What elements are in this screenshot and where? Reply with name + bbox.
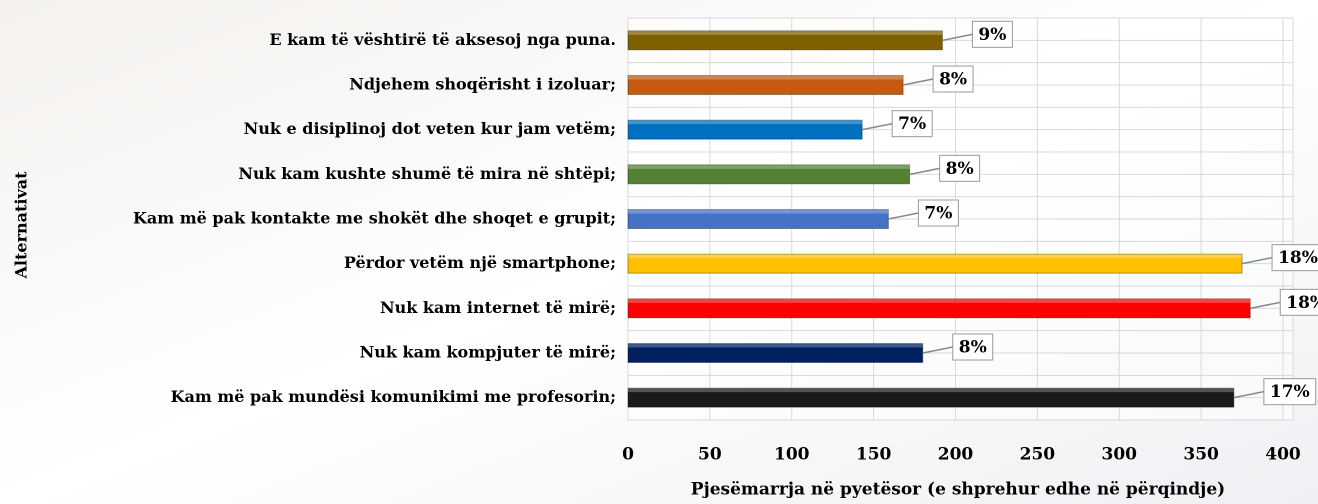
x-tick-label: 0 (622, 445, 634, 465)
bar-highlight (628, 75, 904, 80)
y-tick-label: Nuk kam internet të mirë; (380, 298, 616, 317)
value-label-box (1279, 288, 1318, 316)
x-tick-label: 50 (698, 445, 722, 465)
bar (627, 253, 1243, 274)
value-label-box (1271, 244, 1318, 272)
bar-highlight (628, 388, 1234, 393)
value-label: 8% (946, 159, 974, 179)
x-tick-label: 250 (1020, 445, 1056, 465)
leader-line (1233, 390, 1265, 399)
leader-line (922, 346, 953, 354)
leader-line (909, 167, 940, 176)
bar-highlight (628, 343, 923, 348)
y-tick-label: Nuk e disiplinoj dot veten kur jam vetëm… (244, 119, 616, 138)
y-tick-label: Nuk kam kompjuter të mirë; (360, 343, 616, 362)
bar-highlight (628, 164, 910, 169)
y-tick-label: Kam më pak kontakte me shokët dhe shoqet… (133, 209, 616, 228)
bar-highlight (628, 120, 863, 125)
bar-highlight (628, 298, 1251, 303)
value-label-box (932, 65, 974, 93)
value-label: 7% (924, 204, 952, 224)
y-tick-label: Nuk kam kushte shumë të mira në shtëpi; (238, 164, 616, 183)
leader-line (1241, 256, 1273, 265)
x-tick-label: 150 (856, 445, 892, 465)
leader-line (862, 122, 893, 131)
x-tick-label: 300 (1102, 445, 1138, 465)
value-label-box (971, 20, 1013, 48)
value-label-box (917, 199, 959, 227)
y-axis-title: Alternativat (12, 171, 31, 280)
bar (627, 30, 943, 51)
x-tick-label: 350 (1183, 445, 1219, 465)
x-tick-label: 100 (774, 445, 810, 465)
y-tick-label: Kam më pak mundësi komunikimi me profeso… (171, 387, 616, 406)
value-label: 8% (939, 70, 967, 90)
leader-line (888, 212, 919, 220)
y-tick-label: Ndjehem shoqërisht i izoluar; (349, 75, 616, 94)
x-tick-label: 400 (1265, 445, 1301, 465)
value-label: 18% (1278, 248, 1318, 268)
leader-line (902, 78, 934, 86)
value-label: 7% (898, 114, 926, 134)
value-label-box (1263, 378, 1317, 406)
leader-line (1250, 301, 1281, 310)
leader-line (942, 33, 973, 42)
x-axis-title: Pjesëmarrja në pyetësor (e shprehur edhe… (691, 480, 1225, 500)
value-label-box (891, 110, 933, 138)
value-label: 18% (1286, 293, 1318, 313)
value-label: 9% (978, 25, 1006, 45)
y-tick-label: Përdor vetëm një smartphone; (344, 253, 616, 272)
bar-highlight (628, 30, 943, 35)
value-label: 8% (959, 338, 987, 358)
bar-highlight (628, 209, 889, 214)
y-tick-label: E kam të vështirë të aksesoj nga puna. (269, 30, 616, 49)
bar-highlight (628, 254, 1243, 259)
value-label: 17% (1270, 382, 1310, 402)
x-tick-label: 200 (938, 445, 974, 465)
value-label-box (952, 333, 994, 361)
value-label-box (939, 154, 981, 182)
